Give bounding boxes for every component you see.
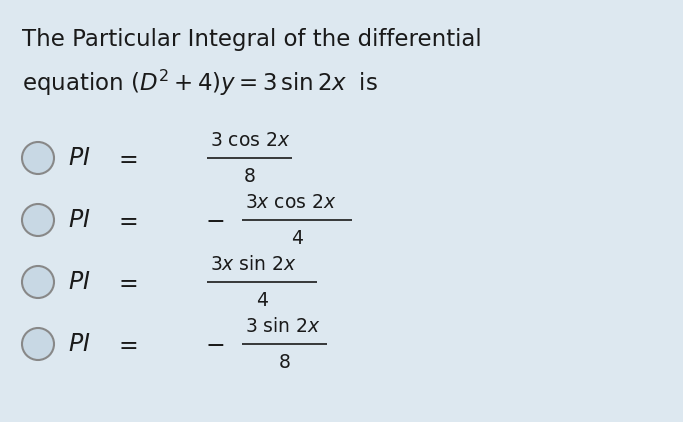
Text: The Particular Integral of the differential: The Particular Integral of the different… [22, 28, 482, 51]
Text: equation $(D^2 + 4)y = 3\,\sin 2x\;$ is: equation $(D^2 + 4)y = 3\,\sin 2x\;$ is [22, 68, 378, 98]
Text: $\mathit{PI}$: $\mathit{PI}$ [68, 270, 91, 294]
Text: $-$: $-$ [205, 208, 224, 232]
Text: $=$: $=$ [114, 270, 138, 294]
Text: $\mathit{PI}$: $\mathit{PI}$ [68, 208, 91, 232]
Ellipse shape [22, 328, 54, 360]
Text: $\mathit{PI}$: $\mathit{PI}$ [68, 146, 91, 170]
Text: $=$: $=$ [114, 146, 138, 170]
Text: 4: 4 [256, 290, 268, 309]
Text: 8: 8 [279, 352, 290, 371]
Text: $-$: $-$ [205, 332, 224, 356]
Ellipse shape [22, 204, 54, 236]
Text: 3 sin 2$x$: 3 sin 2$x$ [245, 317, 321, 336]
Text: $=$: $=$ [114, 332, 138, 356]
Ellipse shape [22, 266, 54, 298]
Text: $=$: $=$ [114, 208, 138, 232]
Text: 4: 4 [291, 228, 303, 247]
Text: 3$x$ cos 2$x$: 3$x$ cos 2$x$ [245, 194, 337, 213]
Text: 8: 8 [244, 167, 255, 186]
Ellipse shape [22, 142, 54, 174]
Text: 3$x$ sin 2$x$: 3$x$ sin 2$x$ [210, 255, 297, 274]
Text: $\mathit{PI}$: $\mathit{PI}$ [68, 332, 91, 356]
Text: 3 cos 2$x$: 3 cos 2$x$ [210, 132, 290, 151]
